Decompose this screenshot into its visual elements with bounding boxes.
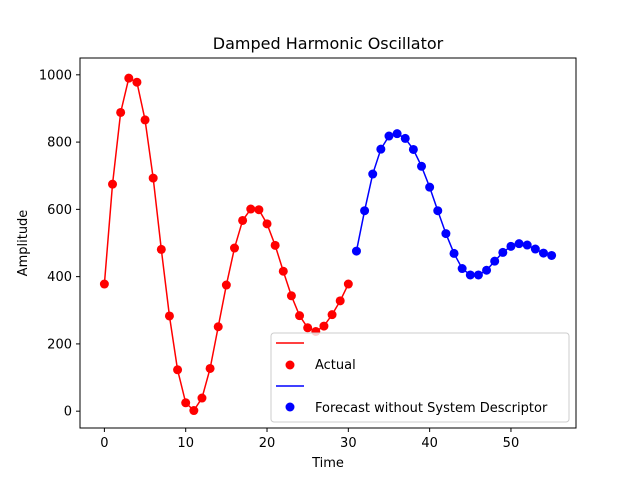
plot-area: 0 10 20 30 40 50 0 200 400 600 800 1000: [39, 57, 577, 451]
data-point-s1-11: [441, 229, 451, 239]
data-point-s1-19: [506, 241, 516, 251]
data-point-s0-3: [124, 73, 134, 83]
data-point-s1-1: [360, 206, 370, 216]
legend-marker-actual: [285, 360, 295, 370]
data-point-s0-28: [327, 310, 337, 320]
data-point-s1-10: [433, 206, 443, 216]
series-layer: [99, 73, 557, 416]
data-point-s1-15: [473, 270, 483, 280]
x-tick-label: 0: [100, 436, 108, 451]
data-point-s0-25: [303, 323, 313, 333]
x-axis-ticks: 0 10 20 30 40 50: [100, 428, 519, 451]
data-point-s0-11: [189, 406, 199, 416]
y-tick-label: 600: [47, 203, 72, 218]
data-point-s0-14: [213, 322, 223, 332]
x-tick-label: 50: [503, 436, 520, 451]
data-point-s1-12: [449, 248, 459, 258]
data-point-s1-3: [376, 144, 386, 154]
axes-frame: [79, 57, 577, 429]
x-tick-label: 40: [421, 436, 438, 451]
data-point-s0-10: [181, 398, 191, 408]
data-point-s0-8: [164, 311, 174, 321]
data-point-s1-7: [408, 144, 418, 154]
data-point-s0-22: [278, 266, 288, 276]
data-point-s0-23: [286, 291, 296, 301]
y-tick-label: 400: [47, 270, 72, 285]
data-point-s1-14: [465, 270, 475, 280]
data-point-s1-13: [457, 264, 467, 274]
data-point-s0-30: [343, 279, 353, 289]
y-axis-ticks: 0 200 400 600 800 1000: [39, 68, 80, 420]
legend-label-forecast: Forecast without System Descriptor: [315, 401, 548, 416]
data-point-s1-2: [368, 169, 378, 179]
x-tick-label: 20: [259, 436, 276, 451]
data-point-s0-5: [140, 115, 150, 125]
data-point-s0-0: [99, 279, 109, 289]
data-point-s0-27: [319, 321, 329, 331]
data-point-s0-21: [270, 240, 280, 250]
y-tick-label: 1000: [39, 68, 72, 83]
data-point-s1-5: [392, 129, 402, 139]
data-point-s1-20: [514, 239, 524, 249]
data-point-s1-17: [490, 256, 500, 266]
data-point-s0-12: [197, 393, 207, 403]
data-point-s0-13: [205, 363, 215, 373]
data-point-s0-15: [221, 280, 231, 290]
data-point-s0-19: [254, 205, 264, 215]
y-tick-label: 800: [47, 136, 72, 151]
x-tick-label: 30: [340, 436, 357, 451]
data-point-s1-21: [522, 240, 532, 250]
data-point-s1-18: [498, 247, 508, 257]
x-tick-label: 10: [177, 436, 194, 451]
data-point-s0-2: [116, 107, 126, 117]
data-point-s0-17: [238, 215, 248, 225]
data-point-s1-23: [538, 248, 548, 258]
data-point-s0-9: [173, 365, 183, 375]
data-point-s0-16: [229, 243, 239, 253]
data-point-s1-22: [530, 244, 540, 254]
legend-label-actual: Actual: [315, 358, 356, 373]
data-point-s0-1: [108, 179, 118, 189]
data-point-s0-18: [246, 204, 256, 214]
data-point-s1-24: [547, 250, 557, 260]
legend: Actual Forecast without System Descripto…: [270, 332, 570, 423]
y-axis-label: Amplitude: [16, 210, 31, 277]
data-point-s0-4: [132, 77, 142, 87]
y-tick-label: 0: [64, 405, 72, 420]
x-axis-label: Time: [311, 456, 344, 471]
y-tick-label: 200: [47, 337, 72, 352]
data-point-s0-7: [156, 244, 166, 254]
data-point-s1-6: [400, 133, 410, 143]
data-point-s0-24: [295, 311, 305, 321]
data-point-s1-0: [351, 246, 361, 256]
data-point-s0-29: [335, 296, 345, 306]
legend-marker-forecast: [285, 402, 295, 412]
data-point-s0-6: [148, 173, 158, 183]
data-point-s1-8: [417, 161, 427, 171]
chart-title: Damped Harmonic Oscillator: [213, 34, 444, 53]
data-point-s1-4: [384, 131, 394, 141]
data-point-s1-16: [482, 265, 492, 275]
data-point-s0-20: [262, 219, 272, 229]
legend-box: [270, 332, 570, 423]
data-point-s1-9: [425, 182, 435, 192]
